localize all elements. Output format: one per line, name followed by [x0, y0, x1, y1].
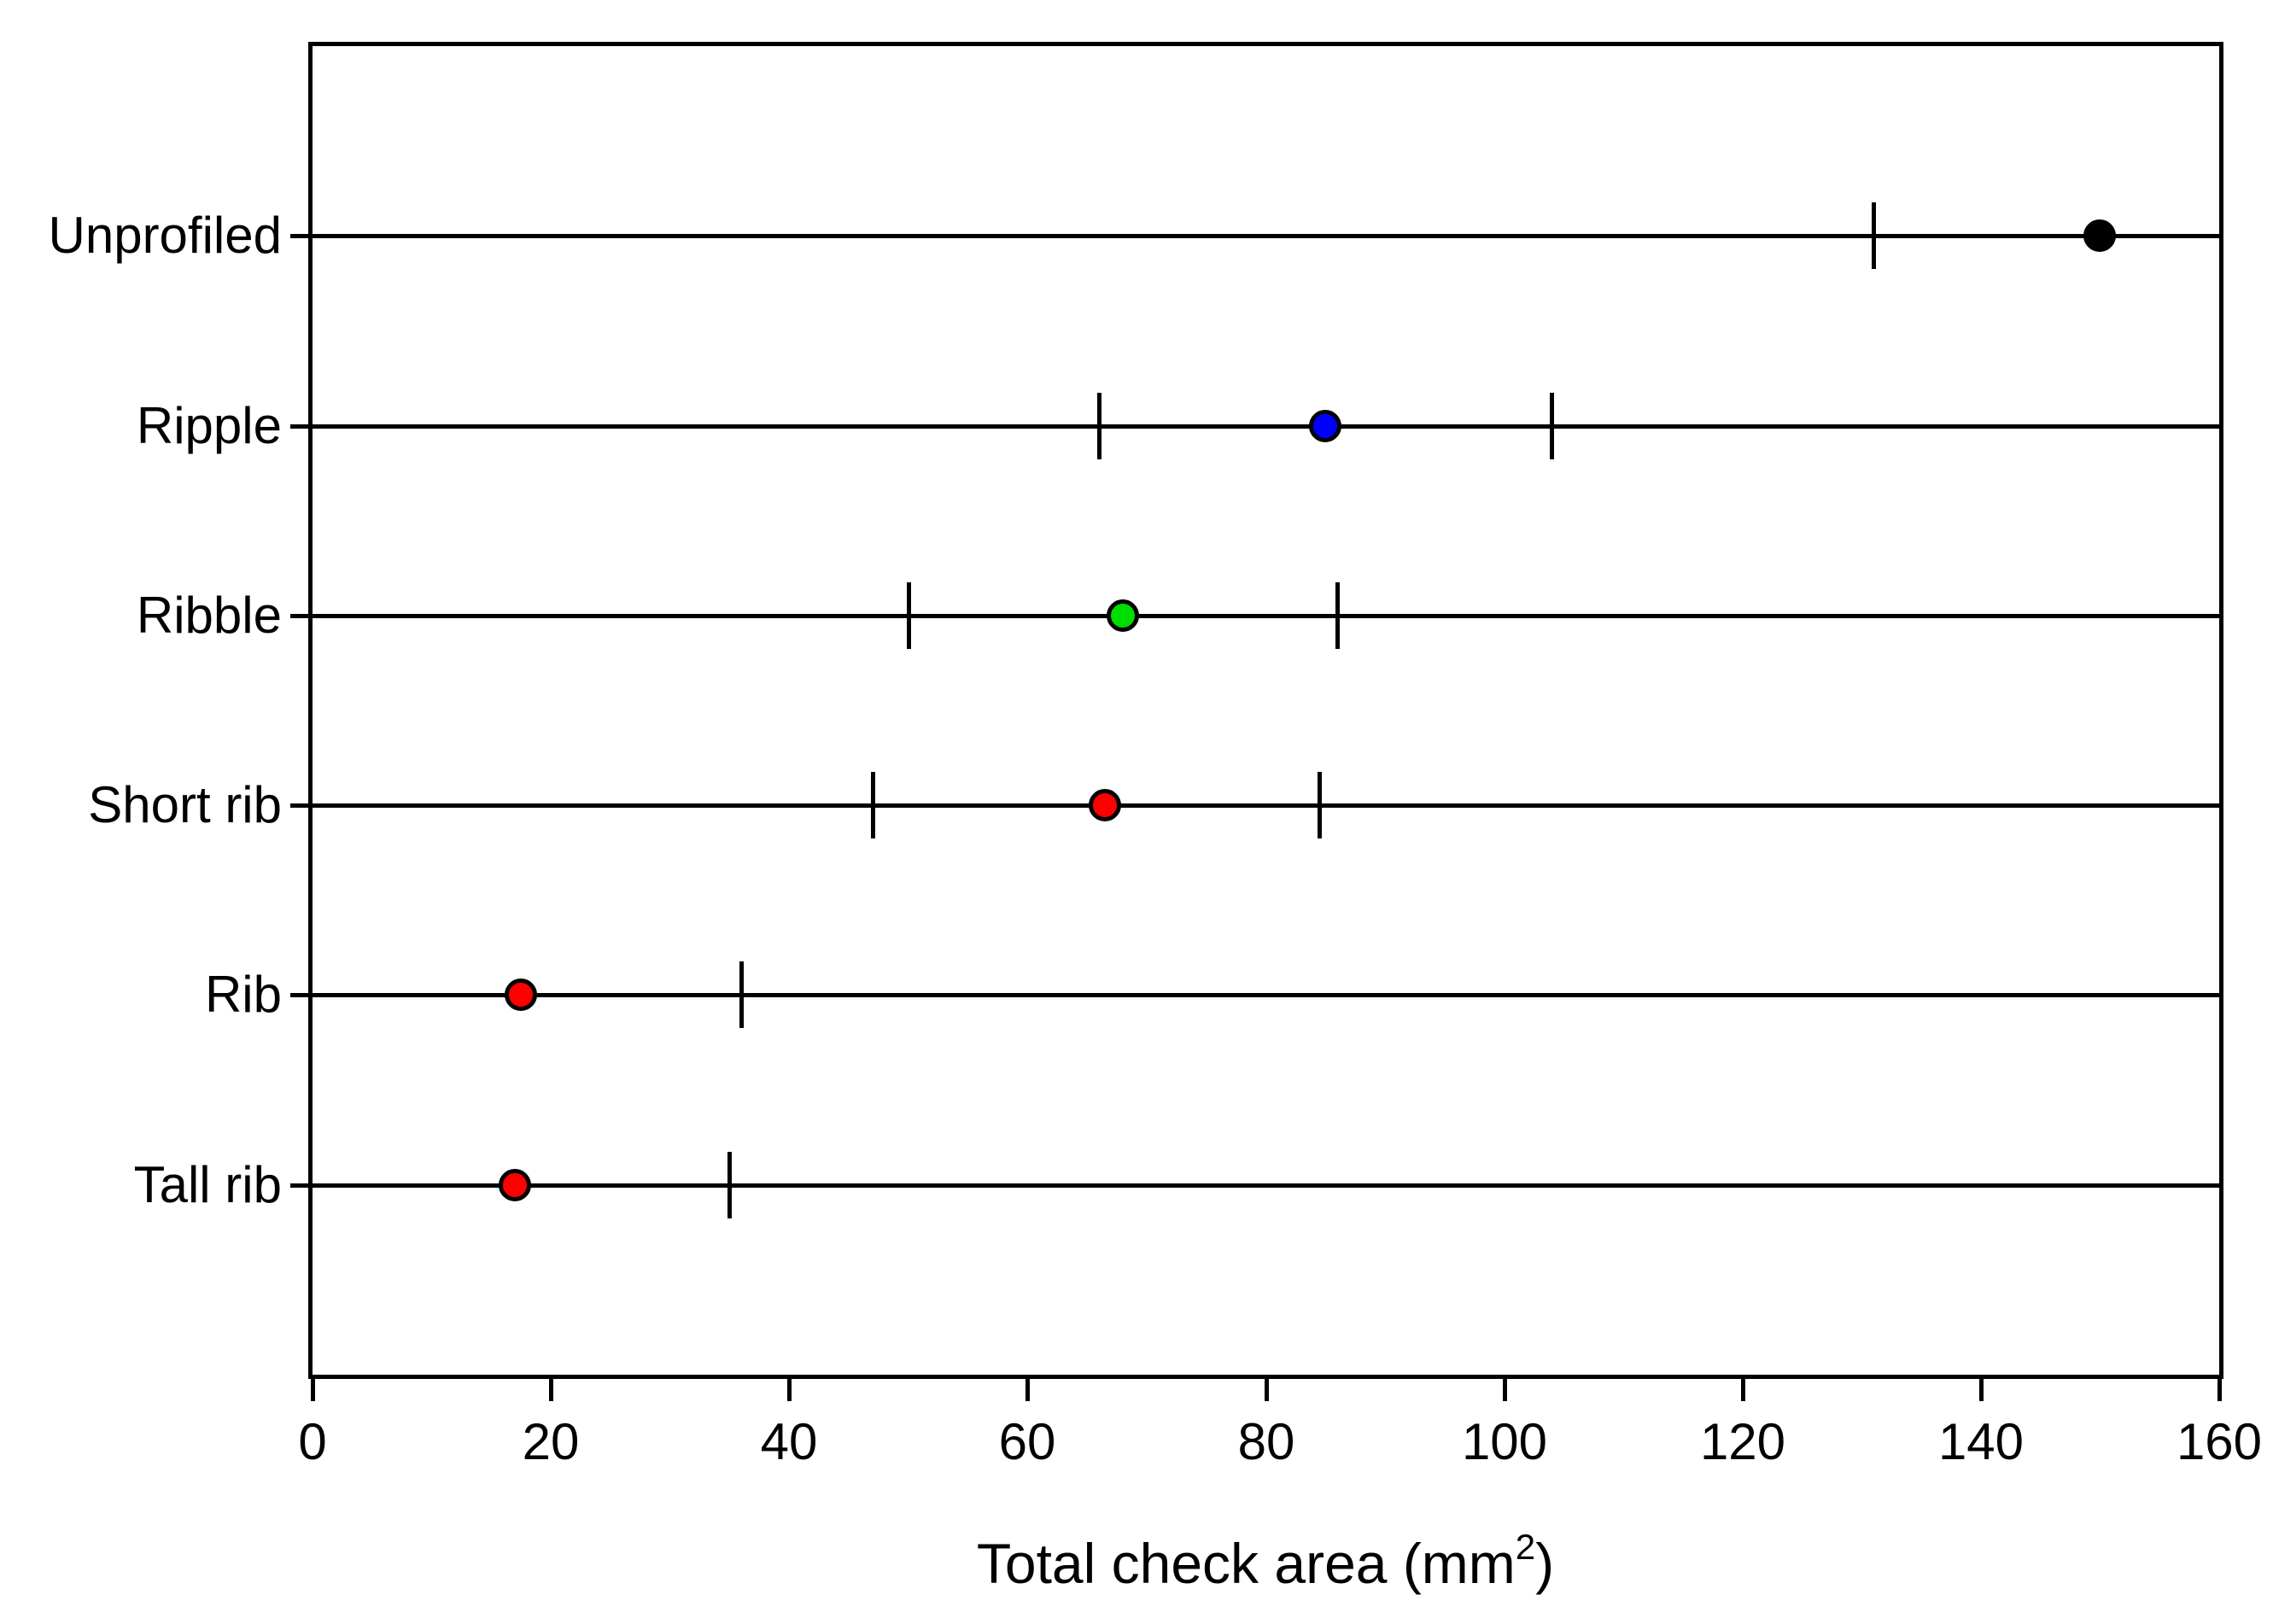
category-label: Rib [204, 966, 282, 1023]
x-axis-tick-label: 20 [522, 1413, 580, 1470]
error-bar-tick [739, 961, 744, 1028]
category-axis-tick [290, 803, 313, 808]
category-axis-tick [290, 614, 313, 618]
error-bar-tick [1550, 393, 1554, 459]
error-bar-tick [1097, 393, 1101, 459]
x-axis-title-text: Total check area (mm [976, 1532, 1516, 1595]
x-axis-tick [2217, 1379, 2222, 1401]
category-label: Tall rib [133, 1156, 282, 1213]
mean-dot [1309, 410, 1341, 442]
x-axis-tick-label: 40 [760, 1413, 818, 1470]
plot-area [308, 42, 2223, 1379]
mean-dot [1107, 599, 1139, 632]
error-bar-tick [907, 582, 911, 649]
error-bar-tick [1872, 202, 1876, 269]
x-axis-tick [1741, 1379, 1745, 1401]
category-axis-tick [290, 424, 313, 429]
x-axis-tick [1025, 1379, 1030, 1401]
category-row-line [313, 614, 2219, 618]
x-axis-tick-label: 60 [998, 1413, 1056, 1470]
category-axis-tick [290, 1183, 313, 1188]
x-axis-tick-label: 0 [298, 1413, 327, 1470]
category-label: Ribble [136, 587, 282, 644]
category-axis-tick [290, 234, 313, 238]
x-axis-title-superscript: 2 [1515, 1527, 1536, 1567]
x-axis-tick-label: 160 [2176, 1413, 2263, 1470]
mean-dot [499, 1169, 531, 1201]
error-bar-tick [871, 772, 875, 838]
x-axis-tick-label: 80 [1237, 1413, 1295, 1470]
mean-dot [2083, 219, 2116, 252]
category-row-line [313, 1183, 2219, 1188]
category-axis-tick [290, 993, 313, 997]
x-axis-tick [787, 1379, 792, 1401]
x-axis-tick [1265, 1379, 1269, 1401]
error-bar-tick [1318, 772, 1322, 838]
mean-dot [1089, 789, 1121, 821]
category-label: Short rib [88, 776, 282, 833]
x-axis-tick-label: 120 [1699, 1413, 1786, 1470]
x-axis-title-suffix: ) [1535, 1532, 1555, 1595]
x-axis-title: Total check area (mm2) [283, 1527, 2247, 1602]
error-bar-tick [1335, 582, 1340, 649]
category-row-line [313, 234, 2219, 238]
mean-dot [505, 978, 537, 1011]
x-axis-tick [1503, 1379, 1507, 1401]
category-label: Ripple [136, 397, 282, 454]
x-axis-tick-label: 100 [1461, 1413, 1548, 1470]
x-axis-tick [311, 1379, 315, 1401]
error-bar-tick [727, 1152, 732, 1218]
category-row-line [313, 993, 2219, 997]
category-row-line [313, 803, 2219, 808]
x-axis-tick [549, 1379, 553, 1401]
category-label: Unprofiled [48, 207, 283, 264]
x-axis-tick-label: 140 [1937, 1413, 2025, 1470]
x-axis-tick [1979, 1379, 1984, 1401]
category-row-line [313, 424, 2219, 429]
